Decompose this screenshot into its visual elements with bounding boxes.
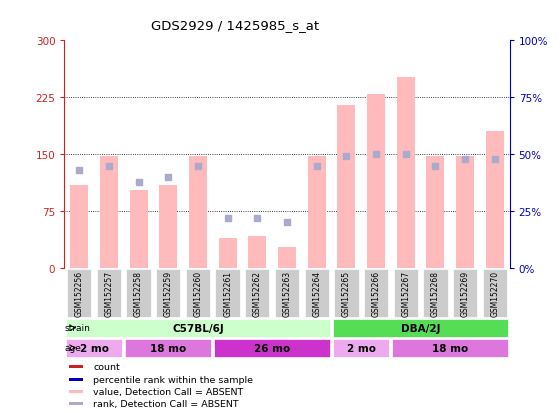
FancyBboxPatch shape [364, 269, 388, 317]
FancyBboxPatch shape [97, 269, 121, 317]
Point [491, 156, 500, 163]
FancyBboxPatch shape [423, 269, 447, 317]
FancyBboxPatch shape [333, 319, 508, 337]
Text: GDS2929 / 1425985_s_at: GDS2929 / 1425985_s_at [151, 19, 319, 31]
Bar [278, 247, 296, 268]
Bar [367, 94, 385, 268]
Point [105, 163, 114, 169]
Bar [69, 366, 83, 368]
Point [431, 163, 440, 169]
Point [401, 152, 410, 158]
FancyBboxPatch shape [66, 339, 122, 357]
Text: 26 mo: 26 mo [254, 343, 290, 353]
Bar [69, 390, 83, 393]
Text: GSM152264: GSM152264 [312, 270, 321, 316]
Bar [249, 237, 266, 268]
FancyBboxPatch shape [393, 339, 508, 357]
Text: GSM152258: GSM152258 [134, 270, 143, 316]
Text: GSM152266: GSM152266 [371, 270, 381, 316]
Text: 2 mo: 2 mo [80, 343, 109, 353]
Point [75, 167, 84, 174]
FancyBboxPatch shape [214, 339, 330, 357]
Text: age: age [65, 343, 82, 352]
Text: 18 mo: 18 mo [150, 343, 186, 353]
Point [460, 156, 469, 163]
Text: GSM152260: GSM152260 [193, 270, 203, 316]
FancyBboxPatch shape [66, 319, 330, 337]
FancyBboxPatch shape [453, 269, 477, 317]
Bar [100, 157, 118, 268]
FancyBboxPatch shape [334, 269, 358, 317]
Text: GSM152257: GSM152257 [104, 270, 114, 316]
Point [164, 174, 173, 181]
Point [134, 179, 143, 185]
Bar [308, 157, 325, 268]
Text: GSM152262: GSM152262 [253, 270, 262, 316]
Text: GSM152268: GSM152268 [431, 270, 440, 316]
Text: GSM152267: GSM152267 [401, 270, 410, 316]
FancyBboxPatch shape [275, 269, 299, 317]
Text: value, Detection Call = ABSENT: value, Detection Call = ABSENT [94, 387, 244, 396]
Bar [397, 78, 414, 268]
Bar [338, 106, 355, 268]
FancyBboxPatch shape [333, 339, 389, 357]
Point [372, 152, 381, 158]
Point [312, 163, 321, 169]
FancyBboxPatch shape [186, 269, 210, 317]
FancyBboxPatch shape [127, 269, 151, 317]
Bar [189, 157, 207, 268]
Bar [427, 157, 444, 268]
Bar [456, 157, 474, 268]
Text: C57BL/6J: C57BL/6J [172, 323, 224, 333]
Point [253, 215, 262, 222]
Bar [486, 132, 503, 268]
FancyBboxPatch shape [305, 269, 329, 317]
Text: GSM152263: GSM152263 [282, 270, 292, 316]
Bar [130, 190, 147, 268]
Text: GSM152261: GSM152261 [223, 270, 232, 316]
Text: GSM152259: GSM152259 [164, 270, 173, 316]
Text: rank, Detection Call = ABSENT: rank, Detection Call = ABSENT [94, 399, 239, 408]
Bar [219, 238, 236, 268]
FancyBboxPatch shape [483, 269, 507, 317]
Text: GSM152256: GSM152256 [74, 270, 84, 316]
Point [194, 163, 203, 169]
Text: DBA/2J: DBA/2J [401, 323, 440, 333]
Text: GSM152269: GSM152269 [460, 270, 470, 316]
Text: 2 mo: 2 mo [347, 343, 376, 353]
FancyBboxPatch shape [394, 269, 418, 317]
FancyBboxPatch shape [125, 339, 211, 357]
Point [282, 220, 291, 226]
Point [342, 154, 351, 160]
Text: percentile rank within the sample: percentile rank within the sample [94, 375, 253, 384]
Text: GSM152265: GSM152265 [342, 270, 351, 316]
Bar [69, 378, 83, 381]
FancyBboxPatch shape [216, 269, 240, 317]
Text: strain: strain [65, 323, 91, 332]
Bar [71, 185, 88, 268]
Text: count: count [94, 363, 120, 371]
Text: 18 mo: 18 mo [432, 343, 468, 353]
Text: GSM152270: GSM152270 [490, 270, 500, 316]
Bar [69, 402, 83, 405]
Point [223, 215, 232, 222]
Bar [160, 185, 177, 268]
FancyBboxPatch shape [67, 269, 91, 317]
FancyBboxPatch shape [245, 269, 269, 317]
FancyBboxPatch shape [156, 269, 180, 317]
